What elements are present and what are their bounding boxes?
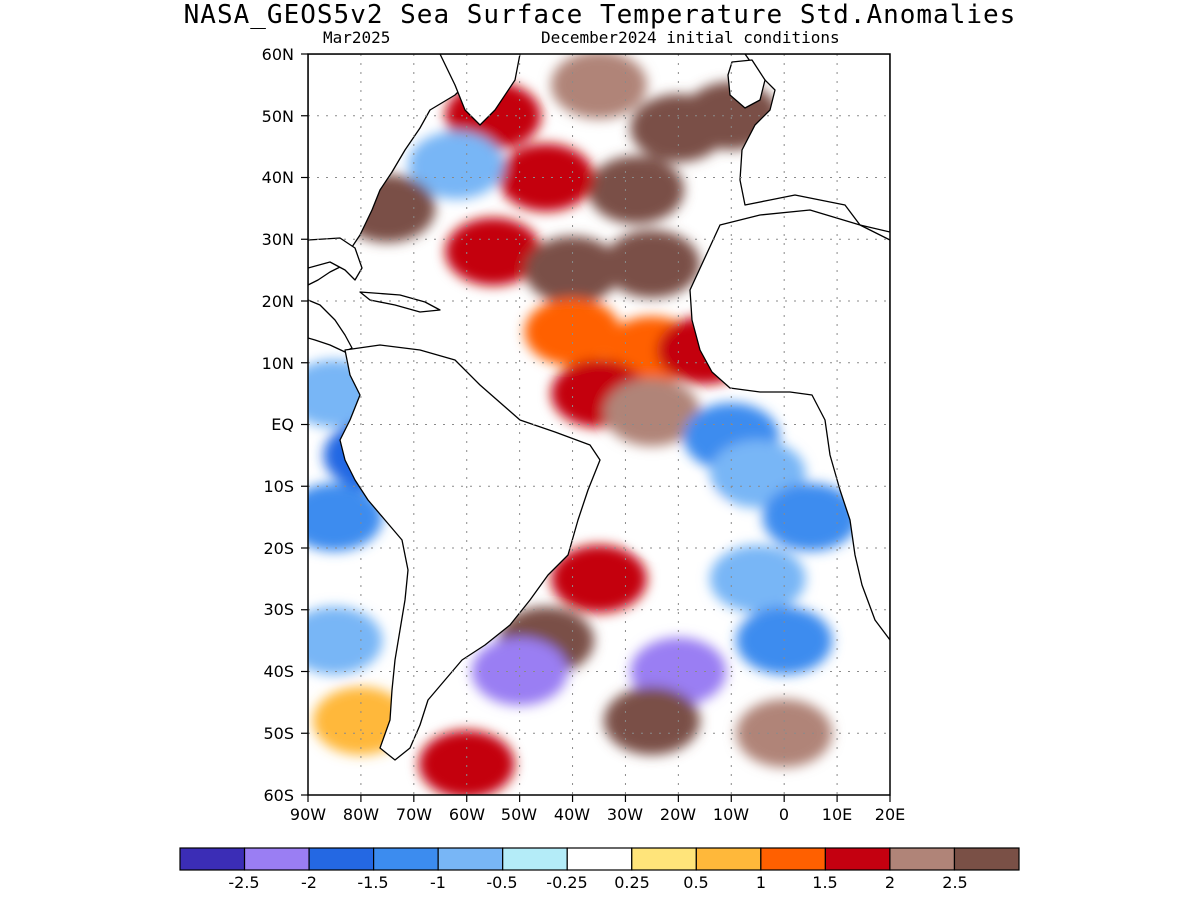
colorbar-label: 2.5: [942, 873, 967, 892]
colorbar-label: -0.25: [546, 873, 587, 892]
florida-land: [308, 237, 363, 281]
colorbar-labels: -2.5 -2 -1.5 -1 -0.5 -0.25 0.25 0.5 1 1.…: [228, 873, 967, 892]
lat-tick-label: 10S: [263, 477, 294, 496]
british-isles-land: [727, 59, 766, 109]
colorbar: [179, 847, 1020, 871]
lat-tick-label: 10N: [262, 354, 294, 373]
lat-tick-label: 30S: [263, 600, 294, 619]
colorbar-swatch: [566, 847, 633, 871]
anomaly-region: [445, 217, 542, 286]
anomaly-region: [709, 544, 806, 613]
colorbar-label: -1: [430, 873, 446, 892]
lon-tick-label: 30W: [607, 805, 643, 824]
lon-tick-label: 10E: [822, 805, 852, 824]
colorbar-label: -2.5: [228, 873, 259, 892]
colorbar-swatch: [373, 847, 439, 871]
colorbar-label: -0.5: [486, 873, 517, 892]
init-conditions-label: December2024 initial conditions: [541, 28, 840, 47]
lat-tick-label: EQ: [271, 415, 294, 434]
africa-land: [689, 209, 890, 641]
colorbar-swatch: [889, 847, 956, 871]
lon-tick-label: 10W: [713, 805, 749, 824]
lat-tick-label: 20S: [263, 539, 294, 558]
anomaly-region: [762, 483, 859, 552]
anomaly-region: [551, 54, 647, 119]
caribbean-islands: [359, 291, 441, 313]
anomaly-region: [603, 686, 700, 755]
colorbar-swatch: [695, 847, 762, 871]
colorbar-label: -2: [301, 873, 317, 892]
lat-tick-label: 40N: [262, 168, 294, 187]
longitude-axis: 90W 80W 70W 60W 50W 40W 30W 20W 10W 0 10…: [290, 805, 905, 824]
latitude-axis: 60N 50N 40N 30N 20N 10N EQ 10S 20S 30S 4…: [262, 45, 294, 805]
lat-tick-label: 30N: [262, 230, 294, 249]
anomaly-region: [603, 229, 700, 298]
valid-month-label: Mar2025: [323, 28, 391, 47]
colorbar-label: 0.25: [614, 873, 650, 892]
lon-tick-label: 40W: [554, 805, 590, 824]
colorbar-swatch: [437, 847, 504, 871]
lon-tick-label: 20W: [660, 805, 696, 824]
anomaly-region: [588, 155, 685, 224]
lat-tick-label: 50N: [262, 107, 294, 126]
colorbar-label: 1: [756, 873, 766, 892]
lon-tick-label: 90W: [290, 805, 326, 824]
graticule: [308, 54, 890, 795]
colorbar-swatch: [953, 847, 1020, 871]
anomaly-region: [736, 699, 833, 768]
anomaly-region: [308, 483, 383, 552]
lon-tick-label: 70W: [396, 805, 432, 824]
anomaly-region: [498, 143, 595, 212]
anomaly-region: [524, 297, 621, 366]
anomaly-region: [308, 606, 383, 675]
colorbar-swatch: [631, 847, 697, 871]
south-america-land: [339, 344, 601, 761]
europe-land: [739, 54, 890, 233]
anomaly-region: [471, 637, 568, 706]
anomaly-region: [603, 378, 700, 447]
lat-tick-label: 20N: [262, 292, 294, 311]
colorbar-label: 2: [885, 873, 895, 892]
land-layer: [308, 54, 890, 761]
colorbar-swatch: [243, 847, 310, 871]
colorbar-swatch: [502, 847, 568, 871]
greenland-land: [439, 54, 521, 126]
colorbar-label: -1.5: [357, 873, 388, 892]
colorbar-swatch: [760, 847, 826, 871]
anomaly-region: [551, 544, 647, 613]
colorbar-swatch: [179, 847, 246, 871]
colorbar-label: 0.5: [683, 873, 708, 892]
lon-tick-label: 0: [779, 805, 789, 824]
lat-tick-label: 60N: [262, 45, 294, 64]
anomaly-region: [418, 730, 515, 795]
map-title: NASA_GEOS5v2 Sea Surface Temperature Std…: [183, 0, 1017, 30]
lat-tick-label: 60S: [263, 786, 294, 805]
lat-tick-label: 50S: [263, 724, 294, 743]
lon-tick-label: 60W: [449, 805, 485, 824]
colorbar-swatch: [308, 847, 375, 871]
anomaly-region: [408, 131, 505, 200]
lon-tick-label: 20E: [875, 805, 905, 824]
anomaly-region: [630, 483, 727, 552]
colorbar-swatch: [824, 847, 891, 871]
lat-tick-label: 40S: [263, 662, 294, 681]
lon-tick-label: 50W: [501, 805, 537, 824]
lon-tick-label: 80W: [343, 805, 379, 824]
colorbar-label: 1.5: [812, 873, 837, 892]
